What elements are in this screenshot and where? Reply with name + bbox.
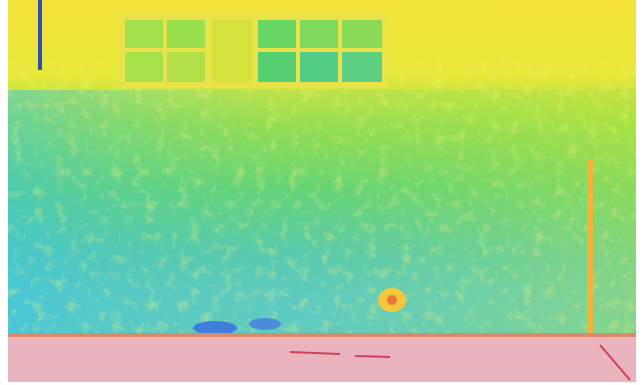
orange-pole [587, 160, 593, 380]
cool-spot [193, 321, 237, 335]
pane [258, 52, 296, 82]
pane [300, 52, 338, 82]
hot-spot [387, 295, 397, 305]
ground [8, 336, 636, 382]
pane [125, 20, 163, 48]
pane [167, 20, 205, 48]
mark [599, 344, 631, 381]
pane [342, 52, 382, 82]
foliage-texture [8, 60, 636, 340]
cool-spot [249, 318, 281, 330]
pane [167, 52, 205, 82]
ground-marks [289, 344, 631, 381]
mark [289, 351, 341, 355]
curb [8, 333, 636, 337]
pane [125, 52, 163, 82]
pane [342, 20, 382, 48]
blue-pole [38, 0, 42, 70]
pane [258, 20, 296, 48]
pane [212, 20, 252, 82]
mark [354, 355, 391, 358]
pane [300, 20, 338, 48]
windows [120, 14, 388, 88]
